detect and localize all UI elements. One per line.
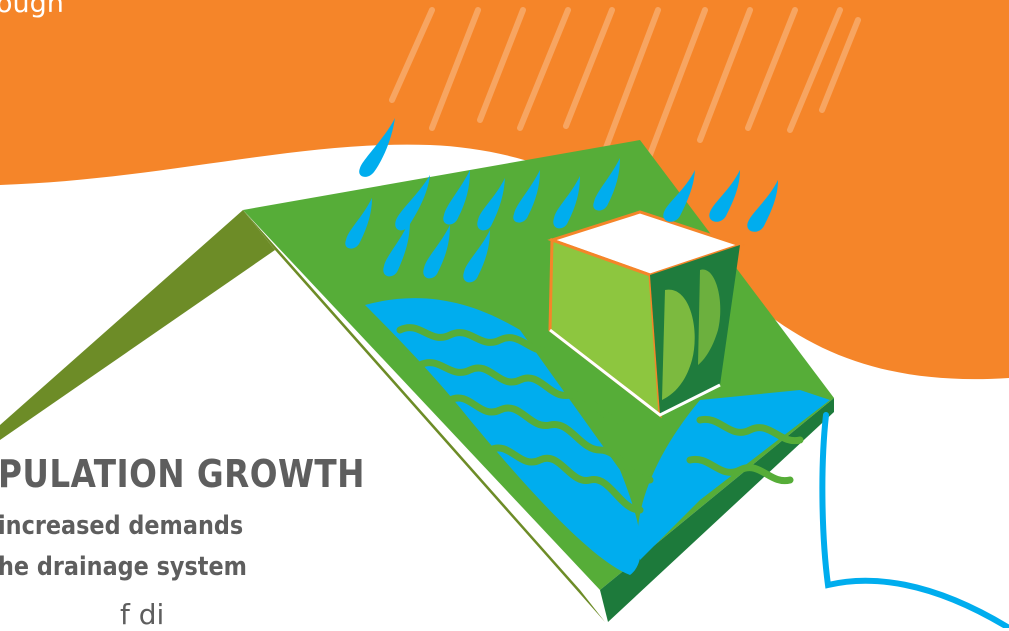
roof-left-side	[0, 210, 275, 440]
subline-increased-demands: increased demands	[0, 511, 244, 541]
subline-drainage-system: he drainage system	[0, 552, 247, 582]
building-box	[547, 210, 745, 419]
rain-streaks	[389, 7, 861, 193]
orange-wave-background	[0, 0, 1009, 380]
bottom-text-fragment: f di	[120, 598, 165, 631]
water-area-left	[365, 298, 641, 575]
vegetation-lines	[396, 324, 804, 514]
population-growth-heading: PULATION GROWTH	[0, 452, 365, 496]
top-text-fragment: ough	[0, 0, 64, 19]
roof-right-edge	[600, 398, 834, 622]
rain-drops	[345, 118, 778, 283]
roof-front-face	[243, 210, 605, 622]
drain-pipe	[819, 412, 1009, 628]
water-area-right	[637, 390, 830, 560]
